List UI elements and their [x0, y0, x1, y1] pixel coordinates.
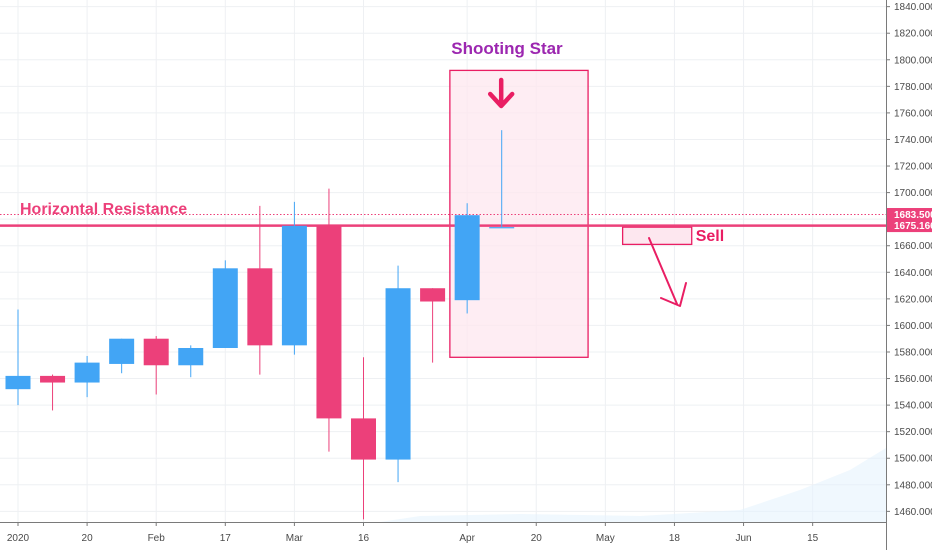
- candle-body: [178, 348, 204, 366]
- candle: [351, 357, 376, 520]
- candle: [178, 345, 204, 378]
- sell-label: Sell: [696, 228, 724, 245]
- resistance-label: Horizontal Resistance: [20, 201, 187, 218]
- candle-body: [454, 215, 480, 301]
- price-tick-label: 1460.000: [894, 507, 932, 518]
- price-axis-background: [886, 0, 932, 550]
- candle-body: [74, 362, 100, 383]
- candle: [212, 260, 238, 348]
- candle: [109, 338, 135, 374]
- price-tick-label: 1520.000: [894, 427, 932, 438]
- price-tick-label: 1760.000: [894, 108, 932, 119]
- time-tick-label: 2020: [7, 533, 30, 544]
- time-tick-label: Apr: [459, 533, 475, 544]
- time-tick-label: Mar: [286, 533, 304, 544]
- sell-box: [621, 226, 693, 246]
- time-tick-label: 16: [358, 533, 370, 544]
- candle-body: [316, 225, 342, 419]
- time-tick-label: Jun: [735, 533, 751, 544]
- price-tick-label: 1820.000: [894, 29, 932, 40]
- grid: [0, 0, 886, 522]
- time-tick-label: 18: [669, 533, 681, 544]
- price-tick-label: 1640.000: [894, 268, 932, 279]
- time-tick-label: May: [596, 533, 615, 544]
- candle: [281, 201, 307, 355]
- time-tick-label: 17: [220, 533, 232, 544]
- candle: [420, 288, 446, 363]
- candle-body: [109, 338, 135, 364]
- current-price-tag-bg: [887, 208, 932, 222]
- candle: [454, 203, 480, 314]
- candles: [5, 130, 515, 520]
- candle-body: [420, 288, 446, 302]
- time-tick-label: 15: [807, 533, 819, 544]
- candle: [316, 188, 342, 452]
- shooting-star-box: [449, 69, 589, 358]
- annotation-labels: Shooting Star Horizontal Resistance Sell: [20, 39, 724, 307]
- time-tick-label: 20: [82, 533, 94, 544]
- candle-body: [351, 418, 376, 460]
- current-price-tag: 1683.500: [894, 210, 932, 221]
- price-tick-label: 1580.000: [894, 347, 932, 358]
- candle-body: [5, 375, 31, 390]
- time-tick-label: 20: [531, 533, 543, 544]
- down-arrow-icon: [487, 77, 515, 109]
- price-tick-label: 1780.000: [894, 82, 932, 93]
- shooting-star-label: Shooting Star: [451, 39, 563, 58]
- candle: [143, 336, 169, 395]
- candle: [247, 205, 273, 375]
- price-tick-label: 1500.000: [894, 454, 932, 465]
- candle-body: [40, 375, 66, 383]
- price-tick-label: 1720.000: [894, 162, 932, 173]
- time-tick-label: Feb: [148, 533, 166, 544]
- price-tick-label: 1660.000: [894, 241, 932, 252]
- price-tick-label: 1620.000: [894, 294, 932, 305]
- price-tick-label: 1600.000: [894, 321, 932, 332]
- candle-body: [385, 288, 411, 460]
- resistance-price-tag-bg: [887, 219, 932, 233]
- candle-body: [247, 268, 273, 346]
- annotation-boxes: [449, 69, 693, 358]
- candle-body: [212, 268, 238, 348]
- candle: [5, 309, 31, 406]
- candle-body: [281, 225, 307, 346]
- candle: [385, 265, 411, 483]
- candle: [74, 355, 100, 398]
- background-area-shape: [380, 448, 886, 522]
- price-tick-label: 1540.000: [894, 401, 932, 412]
- resistance-price-tag: 1675.166: [894, 221, 932, 232]
- background-area: [380, 448, 886, 522]
- price-tick-label: 1480.000: [894, 480, 932, 491]
- sell-arrow-icon: [648, 237, 687, 307]
- candle-body: [489, 227, 515, 229]
- price-tick-label: 1800.000: [894, 55, 932, 66]
- price-tick-label: 1740.000: [894, 135, 932, 146]
- price-lines: [0, 214, 886, 227]
- candle: [489, 130, 515, 229]
- price-tick-label: 1700.000: [894, 188, 932, 199]
- candle-body: [143, 338, 169, 366]
- price-tick-label: 1560.000: [894, 374, 932, 385]
- candle: [40, 374, 66, 411]
- price-tick-label: 1840.000: [894, 2, 932, 13]
